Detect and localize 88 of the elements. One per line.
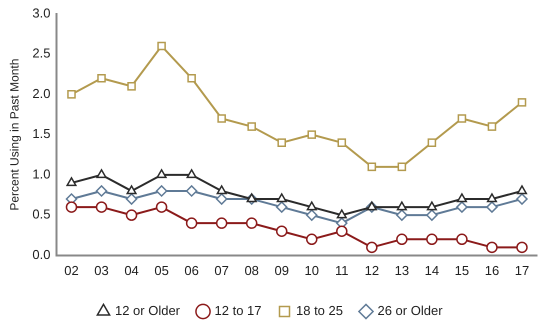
x-tick-label: 13 bbox=[394, 262, 410, 278]
point bbox=[216, 185, 227, 194]
x-tick-label: 08 bbox=[244, 262, 259, 278]
x-tick-label: 02 bbox=[64, 262, 79, 278]
point bbox=[156, 169, 167, 178]
point bbox=[126, 185, 137, 194]
point bbox=[398, 162, 406, 172]
point bbox=[306, 209, 318, 221]
x-tick-label: 03 bbox=[94, 262, 109, 278]
legend-label: 18 to 25 bbox=[296, 303, 343, 318]
point bbox=[126, 209, 138, 221]
y-tick-label: 1.5 bbox=[32, 126, 50, 142]
x-tick-label: 15 bbox=[454, 262, 470, 278]
point bbox=[488, 122, 496, 131]
point bbox=[67, 90, 76, 99]
x-tick-label: 11 bbox=[335, 262, 349, 278]
legend-label: 12 or Older bbox=[114, 303, 181, 318]
point bbox=[277, 138, 286, 147]
point bbox=[396, 201, 407, 210]
legend-label: 12 to 17 bbox=[214, 303, 262, 318]
x-tick-label: 16 bbox=[484, 262, 500, 278]
y-tick-label: 0.5 bbox=[32, 206, 50, 222]
point bbox=[96, 201, 108, 213]
point bbox=[516, 242, 528, 254]
point bbox=[307, 130, 316, 139]
point bbox=[426, 209, 438, 221]
y-tick-label: 0.0 bbox=[32, 246, 50, 262]
point bbox=[156, 201, 168, 213]
point bbox=[156, 185, 168, 197]
point bbox=[276, 225, 288, 237]
x-tick-label: 10 bbox=[304, 262, 319, 278]
x-tick-label: 05 bbox=[154, 262, 169, 278]
y-axis-title: Percent Using in Past Month bbox=[8, 58, 22, 211]
point bbox=[186, 169, 197, 178]
point bbox=[456, 201, 468, 213]
point bbox=[246, 193, 257, 202]
point bbox=[368, 162, 376, 172]
point bbox=[336, 209, 347, 218]
point bbox=[247, 122, 256, 131]
point bbox=[336, 225, 348, 237]
point bbox=[516, 185, 528, 194]
y-tick-label: 2.0 bbox=[32, 86, 50, 101]
point bbox=[486, 201, 498, 213]
point bbox=[306, 201, 317, 210]
x-tick-label: 07 bbox=[214, 262, 229, 278]
x-tick-label: 12 bbox=[364, 262, 380, 278]
point bbox=[396, 234, 408, 246]
point bbox=[426, 234, 438, 246]
point bbox=[186, 217, 198, 229]
y-tick-label: 2.5 bbox=[32, 46, 50, 61]
point bbox=[127, 82, 136, 91]
point bbox=[66, 177, 77, 186]
point bbox=[338, 138, 346, 147]
point bbox=[96, 169, 107, 178]
x-tick-label: 04 bbox=[124, 262, 139, 278]
point bbox=[187, 74, 196, 83]
point bbox=[458, 114, 466, 123]
point bbox=[66, 201, 78, 213]
x-tick-label: 06 bbox=[184, 262, 199, 278]
point bbox=[96, 185, 108, 197]
point bbox=[276, 193, 287, 202]
point bbox=[516, 193, 528, 205]
point bbox=[396, 209, 408, 221]
point bbox=[97, 74, 106, 83]
x-tick-label: 09 bbox=[274, 262, 289, 278]
point bbox=[126, 193, 138, 205]
x-tick-label: 14 bbox=[424, 262, 440, 278]
point bbox=[486, 193, 498, 202]
point bbox=[217, 114, 226, 123]
point bbox=[157, 42, 166, 50]
point bbox=[518, 98, 526, 107]
point bbox=[486, 242, 498, 254]
y-tick-label: 1.0 bbox=[32, 166, 50, 182]
point bbox=[456, 193, 467, 202]
point bbox=[306, 234, 318, 246]
legend-label: 26 or Older bbox=[377, 303, 444, 318]
point bbox=[216, 193, 228, 205]
point bbox=[366, 201, 377, 210]
x-tick-label: 17 bbox=[514, 262, 530, 278]
point bbox=[216, 217, 228, 229]
y-tick-label: 3.0 bbox=[32, 5, 50, 20]
point bbox=[428, 138, 436, 147]
point bbox=[366, 242, 378, 254]
point bbox=[276, 201, 288, 213]
point bbox=[456, 234, 468, 246]
point bbox=[426, 201, 437, 210]
point bbox=[246, 217, 258, 229]
point bbox=[186, 185, 198, 197]
